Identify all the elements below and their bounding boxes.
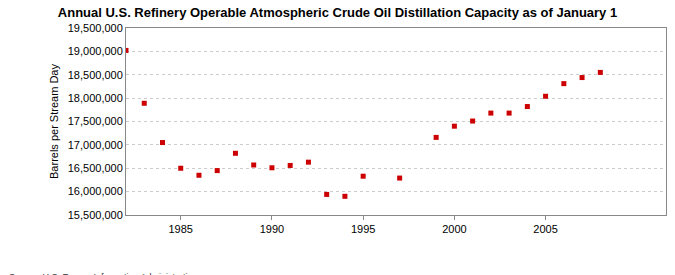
svg-text:Barrels per Stream Day: Barrels per Stream Day [48, 64, 60, 179]
svg-text:17,000,000: 17,000,000 [68, 139, 123, 151]
svg-text:17,500,000: 17,500,000 [68, 115, 123, 127]
svg-text:1985: 1985 [168, 223, 192, 235]
svg-text:2000: 2000 [442, 223, 466, 235]
svg-text:16,000,000: 16,000,000 [68, 185, 123, 197]
svg-text:19,500,000: 19,500,000 [68, 22, 123, 34]
svg-text:Source: U.S. Energy Informatio: Source: U.S. Energy Information Administ… [9, 272, 198, 275]
svg-text:16,500,000: 16,500,000 [68, 162, 123, 174]
svg-text:18,000,000: 18,000,000 [68, 92, 123, 104]
svg-text:2005: 2005 [533, 223, 557, 235]
svg-text:1990: 1990 [260, 223, 284, 235]
svg-text:1995: 1995 [351, 223, 375, 235]
svg-text:19,000,000: 19,000,000 [68, 45, 123, 57]
svg-text:15,500,000: 15,500,000 [68, 209, 123, 221]
svg-text:18,500,000: 18,500,000 [68, 69, 123, 81]
svg-text:Annual U.S. Refinery Operable: Annual U.S. Refinery Operable Atmospheri… [58, 5, 617, 20]
